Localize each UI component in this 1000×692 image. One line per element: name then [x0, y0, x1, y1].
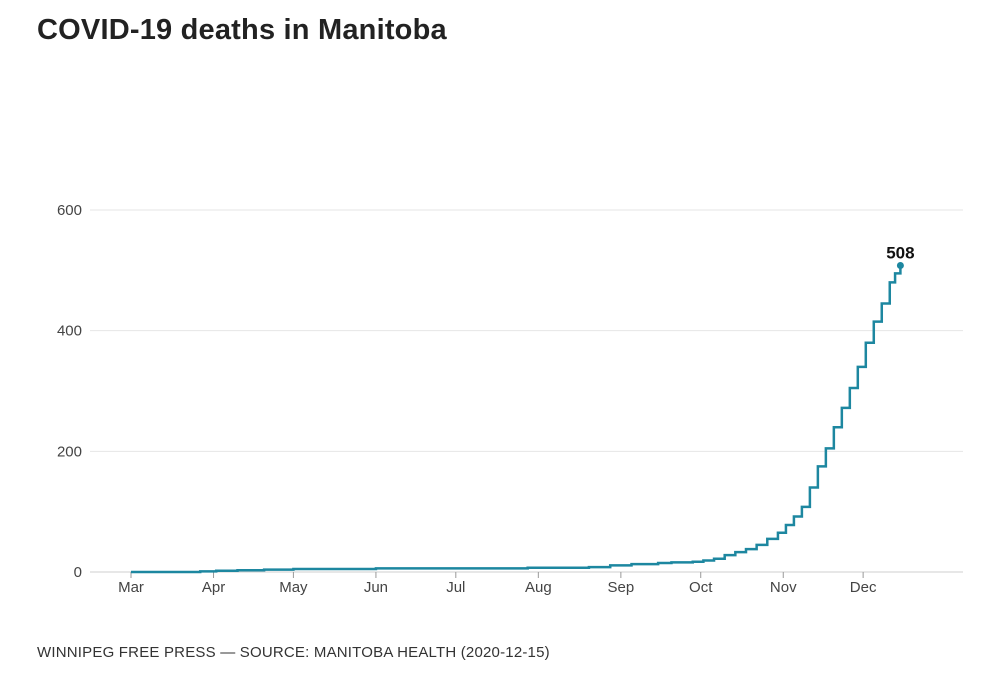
series-layer: [131, 262, 904, 574]
y-tick-label: 600: [57, 202, 82, 219]
chart-title: COVID-19 deaths in Manitoba: [37, 14, 447, 46]
annotation-layer: 508: [886, 244, 914, 263]
x-tick-label: Dec: [850, 579, 877, 596]
x-axis: Mar Apr May Jun Jul Aug Sep Oct Nov Dec: [118, 572, 877, 596]
x-tick-label: May: [279, 579, 308, 596]
x-tick-label: Jun: [364, 579, 388, 596]
x-tick-label: Jul: [446, 579, 465, 596]
x-tick-label: Aug: [525, 579, 552, 596]
end-value-label: 508: [886, 244, 914, 263]
y-tick-label: 0: [74, 564, 82, 581]
y-axis: 0 200 400 600: [57, 202, 82, 581]
y-tick-label: 400: [57, 323, 82, 340]
y-tick-label: 200: [57, 443, 82, 460]
x-tick-label: Sep: [608, 579, 635, 596]
x-tick-label: Nov: [770, 579, 797, 596]
end-point: [896, 262, 904, 270]
x-tick-label: Mar: [118, 579, 144, 596]
gridlines: [90, 209, 963, 573]
x-tick-label: Oct: [689, 579, 713, 596]
source-credit: WINNIPEG FREE PRESS — SOURCE: MANITOBA H…: [37, 644, 550, 661]
x-tick-label: Apr: [202, 579, 225, 596]
series-line: [131, 265, 902, 574]
